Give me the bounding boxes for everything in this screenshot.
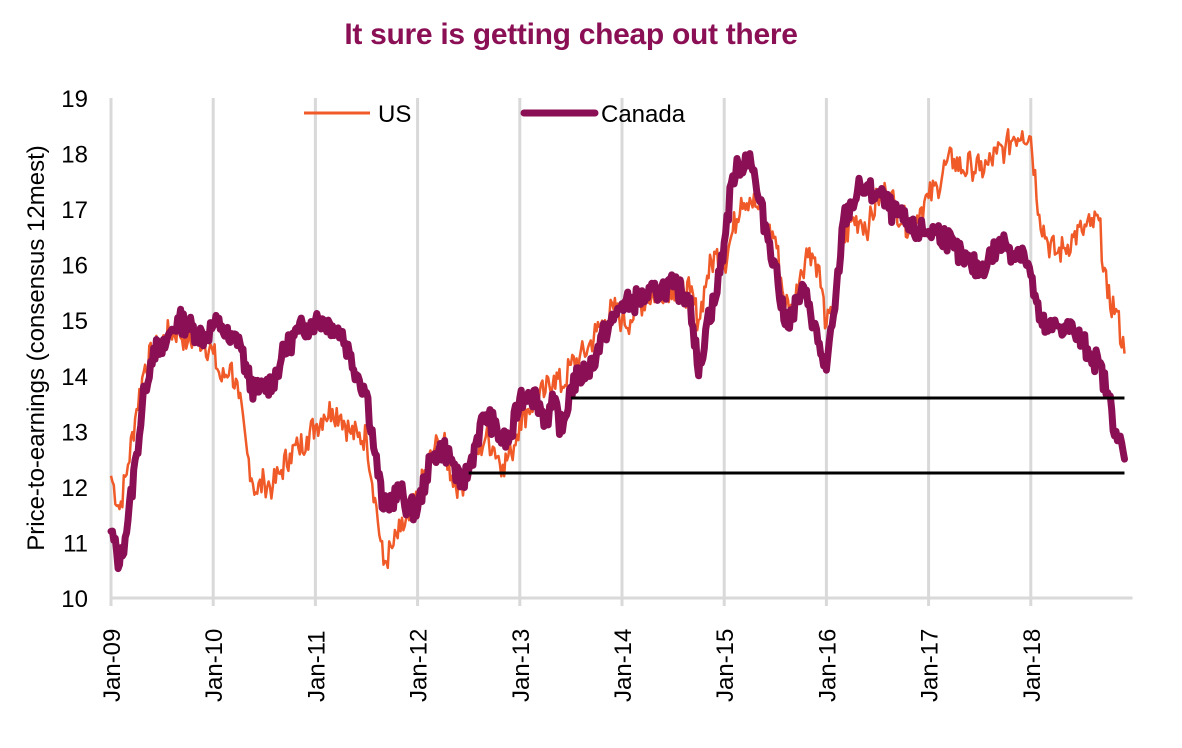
x-tick-jan-12: Jan-12 <box>406 629 433 702</box>
x-tick-jan-11: Jan-11 <box>303 630 330 702</box>
reference-lines <box>468 396 1125 475</box>
x-tick-jan-13: Jan-13 <box>508 629 535 702</box>
gridlines <box>109 98 1033 606</box>
legend-label-us: US <box>378 101 411 128</box>
legend: US Canada <box>304 101 686 128</box>
chart-title: It sure is getting cheap out there <box>344 18 798 51</box>
y-tick-16: 16 <box>61 253 88 280</box>
y-tick-10: 10 <box>61 586 88 613</box>
x-tick-jan-10: Jan-10 <box>201 629 228 702</box>
y-tick-15: 15 <box>61 308 88 335</box>
x-tick-jan-15: Jan-15 <box>712 629 739 702</box>
x-tick-jan-17: Jan-17 <box>917 629 944 702</box>
y-tick-19: 19 <box>61 86 88 113</box>
series-line-canada <box>107 150 1128 573</box>
series-line-us <box>109 128 1126 570</box>
x-tick-jan-09: Jan-09 <box>99 629 126 702</box>
legend-label-canada: Canada <box>601 101 686 128</box>
y-axis-label: Price-to-earnings (consensus 12mest) <box>23 145 50 551</box>
x-tick-jan-14: Jan-14 <box>610 629 637 702</box>
x-tick-jan-18: Jan-18 <box>1019 629 1046 702</box>
y-tick-11: 11 <box>63 530 88 557</box>
y-tick-14: 14 <box>61 364 88 391</box>
x-tick-jan-16: Jan-16 <box>814 629 841 702</box>
x-tick-labels: Jan-09 Jan-10 Jan-11 Jan-12 Jan-13 Jan-14 Jan-… <box>99 629 1046 702</box>
y-tick-13: 13 <box>61 419 88 446</box>
y-tick-18: 18 <box>61 142 88 169</box>
y-tick-12: 12 <box>61 475 88 502</box>
y-tick-17: 17 <box>61 197 88 224</box>
series-layer <box>107 128 1128 573</box>
y-tick-labels: 10 11 12 13 14 15 16 17 18 19 <box>61 86 88 613</box>
